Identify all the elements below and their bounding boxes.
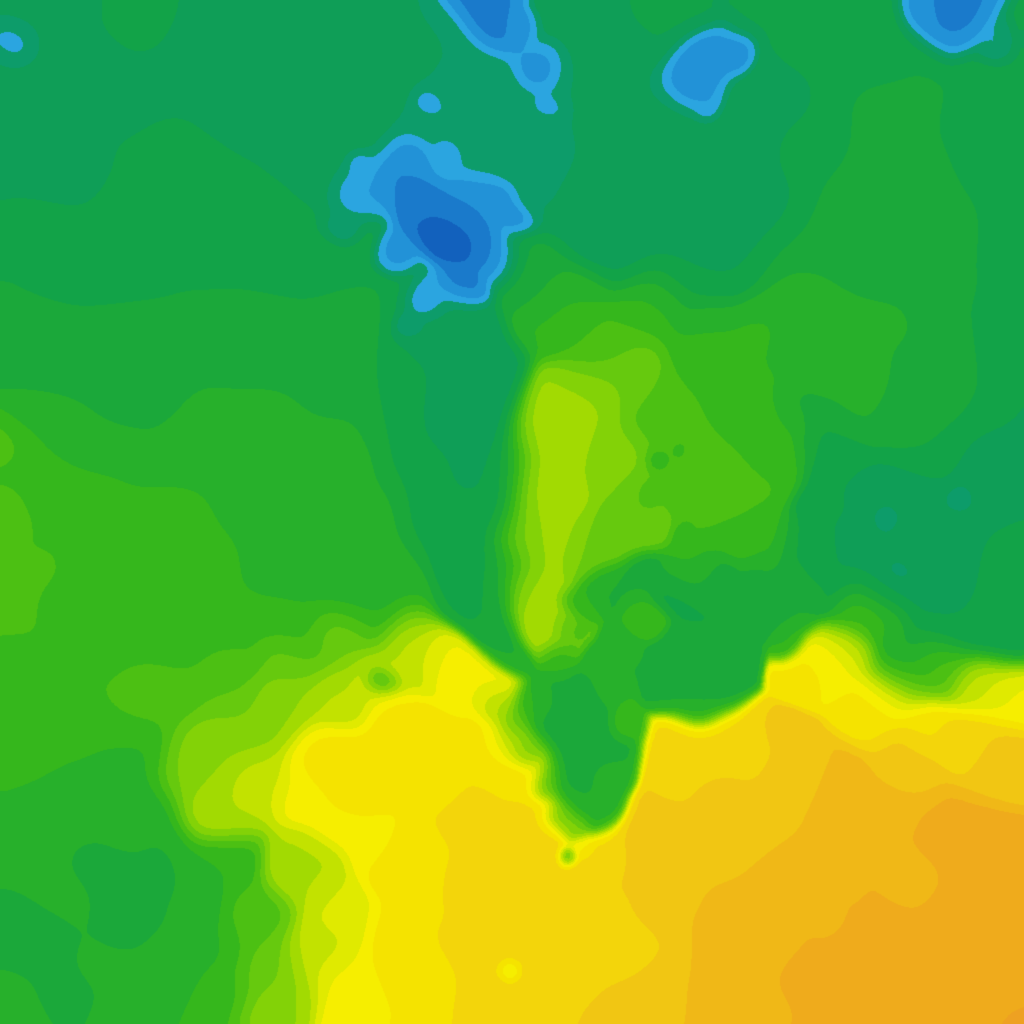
temperature-map-canvas[interactable] [0,0,1024,1024]
weather-map [0,0,1024,1024]
